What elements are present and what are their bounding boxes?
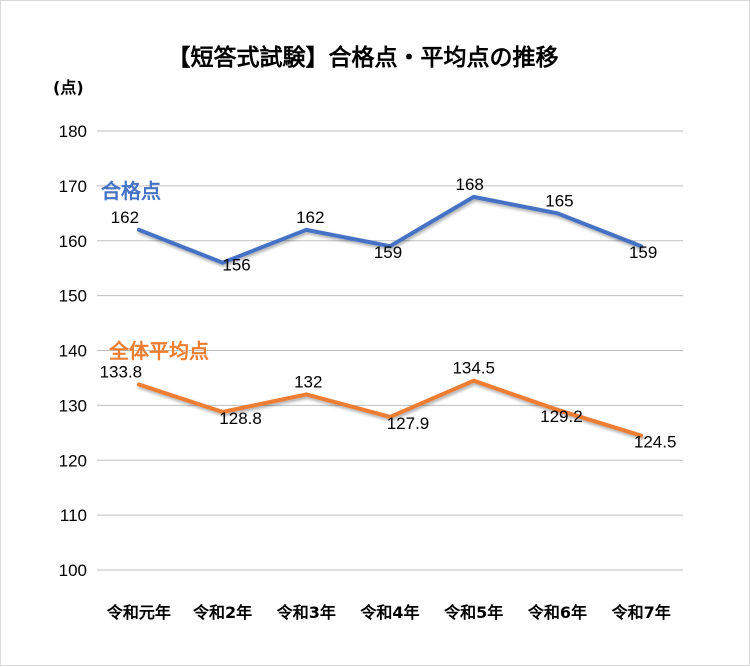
data-label: 134.5 — [452, 359, 495, 378]
data-label: 128.8 — [219, 409, 262, 428]
data-label: 159 — [629, 243, 657, 262]
data-point — [221, 410, 225, 414]
series-lines — [136, 194, 644, 438]
data-label: 159 — [374, 243, 402, 262]
data-label: 165 — [545, 191, 573, 210]
data-label: 132 — [294, 372, 322, 391]
y-axis-ticks: 100 110 120 130 140 150 160 170 180 — [59, 122, 87, 580]
x-tick-label: 令和5年 — [443, 603, 503, 622]
data-point — [304, 392, 308, 396]
x-tick-label: 令和6年 — [527, 603, 587, 622]
data-point — [388, 415, 392, 419]
data-point — [639, 434, 643, 438]
y-tick-label: 100 — [59, 561, 87, 580]
gridlines — [97, 130, 683, 571]
y-tick-label: 180 — [59, 122, 87, 141]
y-tick-label: 120 — [59, 451, 87, 470]
y-tick-label: 160 — [59, 232, 87, 251]
data-point — [137, 228, 141, 232]
series-name-label: 合格点 — [101, 179, 161, 203]
data-label: 168 — [456, 175, 484, 194]
data-labels: 162 156 162 159 168 165 159 合格点 133.8 128.8 132 127… — [100, 175, 677, 452]
data-point — [221, 261, 225, 265]
y-tick-label: 110 — [60, 506, 87, 525]
data-point — [472, 195, 476, 199]
data-point — [304, 228, 308, 232]
data-label: 124.5 — [634, 433, 677, 452]
x-axis-ticks: 令和元年 令和2年 令和3年 令和4年 令和5年 令和6年 令和7年 — [106, 603, 671, 622]
data-label: 133.8 — [100, 363, 143, 382]
data-label: 162 — [296, 208, 324, 227]
data-point — [555, 211, 559, 215]
y-tick-label: 140 — [59, 342, 87, 361]
y-tick-label: 150 — [59, 287, 87, 306]
chart-title: 【短答式試験】合格点・平均点の推移 — [168, 44, 559, 71]
data-point — [639, 244, 643, 248]
data-point — [472, 379, 476, 383]
data-label: 127.9 — [387, 414, 430, 433]
data-point — [555, 408, 559, 412]
data-label: 129.2 — [540, 407, 583, 426]
x-tick-label: 令和2年 — [192, 603, 252, 622]
x-tick-label: 令和4年 — [359, 603, 419, 622]
data-label: 162 — [111, 208, 139, 227]
data-point — [137, 383, 141, 387]
data-label: 156 — [222, 256, 250, 275]
y-tick-label: 170 — [59, 177, 87, 196]
x-tick-label: 令和7年 — [611, 603, 671, 622]
y-tick-label: 130 — [59, 396, 87, 415]
data-point — [388, 244, 392, 248]
x-tick-label: 令和元年 — [106, 603, 171, 622]
series-name-label: 全体平均点 — [108, 339, 209, 363]
x-tick-label: 令和3年 — [276, 603, 336, 622]
y-axis-unit-label: (点) — [53, 78, 84, 97]
